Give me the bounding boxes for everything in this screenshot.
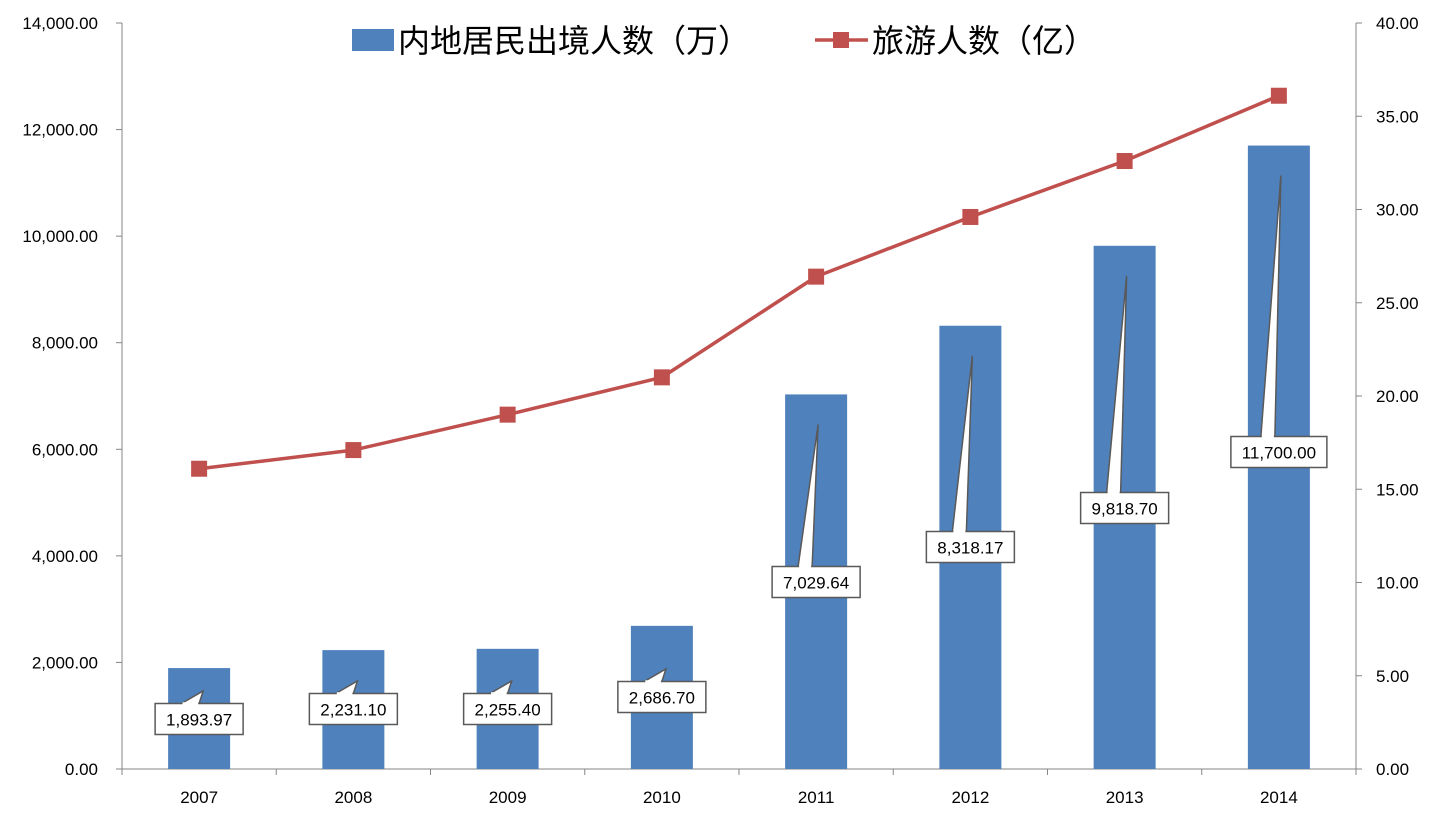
bar-series [168,145,1310,770]
y-left-tick-label: 6,000.00 [32,440,98,459]
x-tick-label: 2010 [643,788,681,807]
line-marker [1116,153,1133,170]
x-tick-label: 2014 [1260,788,1298,807]
x-tick-label: 2009 [489,788,527,807]
callout-box [1079,491,1170,525]
y-right-tick-label: 25.00 [1376,294,1419,313]
callout-box [771,565,861,599]
data-label: 2,686.70 [629,689,695,708]
y-left-tick-label: 12,000.00 [22,121,98,140]
line-marker [653,369,670,386]
line-marker [345,442,362,459]
callout: 2,231.10 [308,679,399,726]
callout-box [617,680,707,714]
callout: 1,893.97 [154,689,244,736]
y-right-tick-label: 0.00 [1376,760,1409,779]
data-label: 2,231.10 [320,701,386,720]
x-tick-label: 2013 [1106,788,1144,807]
data-label: 8,318.17 [937,539,1003,558]
y-right-tick-label: 20.00 [1376,387,1419,406]
callout: 2,686.70 [617,667,707,714]
y-left-tick-label: 10,000.00 [22,227,98,246]
legend-bar-swatch [352,29,394,51]
callout: 11,700.00 [1230,175,1328,469]
callout-box [462,692,553,726]
y-right-tick-label: 30.00 [1376,201,1419,220]
y-right-tick-label: 10.00 [1376,574,1419,593]
callout: 7,029.64 [771,424,861,599]
callout: 8,318.17 [925,355,1016,564]
y-right-tick-label: 40.00 [1376,14,1419,33]
legend-line-marker [833,32,849,48]
y-left-tick-label: 2,000.00 [32,653,98,672]
line-series [191,87,1287,477]
data-label: 9,818.70 [1092,500,1158,519]
y-right-tick-label: 35.00 [1376,107,1419,126]
data-label: 1,893.97 [166,711,232,730]
line-marker [191,460,208,477]
y-right-tick-label: 15.00 [1376,480,1419,499]
y-left-tick-label: 8,000.00 [32,334,98,353]
data-label-callouts: 1,893.97 2,231.10 2,255.40 2,686.70 7,029.64… [154,175,1328,736]
x-tick-label: 2008 [334,788,372,807]
y-left-tick-label: 14,000.00 [22,14,98,33]
callout-box [154,702,244,736]
legend: 内地居民出境人数（万） 旅游人数（亿） [352,22,1096,60]
callout: 2,255.40 [462,679,553,726]
line-marker [962,208,979,225]
data-label: 2,255.40 [475,701,541,720]
callout: 9,818.70 [1079,275,1170,525]
x-tick-label: 2007 [180,788,218,807]
line-path [198,94,1280,471]
axes: 0.00 2,000.00 4,000.00 6,000.00 8,000.00 10,0… [22,14,1418,807]
legend-bar-label: 内地居民出境人数（万） [398,22,750,60]
y-right-tick-label: 5.00 [1376,667,1409,686]
callout-box [925,530,1016,564]
line-marker [499,406,516,423]
callout-box [308,692,399,726]
line-marker [1270,87,1287,104]
x-tick-label: 2012 [951,788,989,807]
x-tick-label: 2011 [798,788,835,807]
legend-line-label: 旅游人数（亿） [872,22,1096,60]
y-left-tick-label: 0.00 [65,760,98,779]
data-label: 7,029.64 [783,574,849,593]
line-marker [808,268,825,285]
y-left-tick-label: 4,000.00 [32,547,98,566]
data-label: 11,700.00 [1242,444,1316,463]
callout-box [1230,435,1328,469]
